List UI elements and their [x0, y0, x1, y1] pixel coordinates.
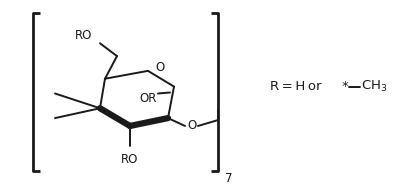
Text: O: O — [155, 61, 164, 74]
Text: RO: RO — [75, 29, 93, 42]
Text: OR: OR — [139, 92, 157, 105]
Text: 7: 7 — [225, 172, 232, 185]
Text: *: * — [342, 80, 349, 93]
Text: O: O — [188, 119, 197, 133]
Text: R = H or: R = H or — [270, 80, 324, 93]
Text: $\mathregular{CH_3}$: $\mathregular{CH_3}$ — [361, 79, 388, 94]
Text: RO: RO — [121, 153, 139, 166]
